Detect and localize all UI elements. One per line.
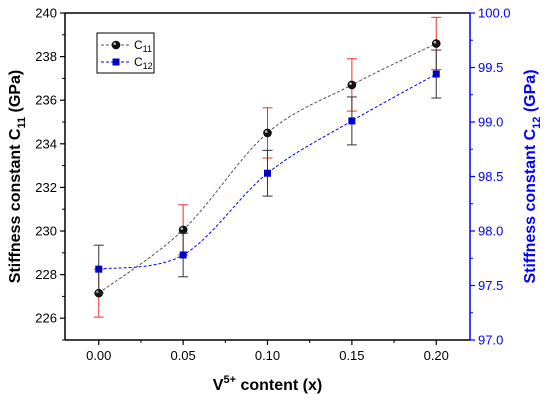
y-right-tick-label: 97.5: [478, 278, 503, 293]
series-line: [98, 43, 437, 294]
data-point: [431, 39, 441, 48]
y-left-tick-label: 236: [35, 93, 57, 108]
x-axis-title: V5+ content (x): [213, 374, 322, 394]
legend-label: C12: [134, 55, 153, 71]
legend-label: C11: [134, 38, 152, 54]
data-point: [347, 80, 357, 90]
y-left-tick-label: 240: [35, 6, 57, 21]
x-tick-label: 0.00: [86, 348, 111, 363]
y-right-tick-label: 99.0: [478, 115, 503, 130]
marker-highlight: [96, 290, 99, 294]
y-right-tick-label: 98.5: [478, 169, 503, 184]
y-axis-left-title-sub: 11: [16, 117, 28, 129]
y-right-tick-label: 99.5: [478, 60, 503, 75]
x-tick-label: 0.15: [339, 348, 364, 363]
x-tick-label: 0.05: [170, 348, 195, 363]
y-right-tick-label: 97.0: [478, 333, 503, 348]
axes: 0.00 0.05 0.10 0.15 0.20 226 228 230 232 234 236 23…: [35, 6, 510, 364]
y-axis-right-title-prefix: Stiffness constant C: [522, 128, 539, 283]
y-axis-left-title: Stiffness constant C11 (GPa): [7, 70, 28, 283]
data-point: [179, 251, 187, 259]
legend-item-0: C11: [101, 38, 152, 54]
y-left-tick-label: 230: [35, 224, 57, 239]
series-layer: [93, 16, 442, 318]
x-axis-title-sup: 5+: [223, 374, 236, 386]
y-axis-right-title: Stiffness constant C12 (GPa): [522, 69, 543, 283]
y-right-tick-label: 98.0: [478, 224, 503, 239]
x-axis-title-prefix: V: [213, 377, 224, 394]
y-axis-left-title-suffix: (GPa): [7, 70, 24, 117]
series-1: [93, 49, 442, 294]
data-point: [264, 169, 271, 177]
y-left-tick-label: 228: [35, 267, 57, 282]
legend-box: [96, 32, 155, 74]
y-axis-right-title-sub: 12: [531, 117, 543, 129]
data-point: [95, 265, 103, 273]
marker-highlight: [349, 82, 352, 85]
y-axis-left-title-prefix: Stiffness constant C: [7, 128, 24, 283]
marker-highlight: [180, 227, 184, 230]
y-left-tick-label: 232: [35, 180, 57, 195]
data-point: [263, 128, 272, 138]
legend-item-1: C12: [101, 55, 153, 71]
data-point: [348, 117, 356, 125]
data-point: [432, 70, 440, 78]
y-left-tick-label: 238: [35, 49, 57, 64]
marker-highlight: [264, 130, 268, 133]
x-tick-label: 0.10: [255, 348, 280, 363]
marker-highlight: [433, 40, 437, 44]
y-left-tick-label: 226: [35, 311, 57, 326]
x-tick-label: 0.20: [424, 348, 449, 363]
y-right-tick-label: 100.0: [478, 6, 511, 21]
y-left-tick-label: 234: [35, 136, 57, 151]
y-axis-right-title-suffix: (GPa): [522, 69, 539, 116]
x-axis-title-suffix: content (x): [236, 377, 322, 394]
